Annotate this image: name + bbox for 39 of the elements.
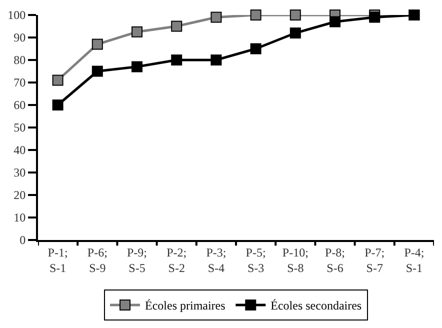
y-tick-label: 20	[14, 188, 26, 202]
point	[250, 43, 262, 54]
x-tick-label: P-2; S-2	[166, 245, 187, 275]
x-tick-label: P-3; S-4	[206, 245, 226, 275]
y-tick-label: 90	[14, 30, 26, 45]
point	[132, 61, 142, 72]
y-tick-label: 60	[14, 98, 26, 112]
point	[52, 74, 64, 86]
x-tick-label: P-1; S-1	[48, 245, 68, 275]
y-tick-label: 30	[14, 166, 26, 180]
point	[132, 26, 142, 38]
y-tick-label: 50	[14, 120, 26, 135]
point	[330, 16, 340, 28]
legend-label: Écoles primaires	[145, 298, 226, 313]
point	[250, 10, 262, 20]
point	[171, 54, 182, 66]
x-tick-label: P-5; S-3	[246, 245, 266, 275]
x-tick-label: P-9; S-5	[126, 245, 148, 275]
y-tick-label: 10	[14, 210, 26, 225]
x-tick-label: P-6; S-9	[87, 245, 108, 275]
legend-label: Écoles secondaires	[270, 298, 362, 313]
point	[92, 66, 103, 77]
point	[92, 38, 103, 50]
point	[290, 10, 301, 20]
x-tick-label: P-8; S-6	[324, 245, 346, 275]
y-tick-label: 80	[14, 53, 26, 68]
y-tick-label: 70	[14, 76, 26, 90]
x-tick-label: P-4; S-1	[404, 245, 424, 275]
point	[210, 54, 222, 66]
y-tick-label: 100	[8, 8, 26, 22]
point	[290, 28, 301, 38]
point	[52, 100, 64, 110]
point	[171, 20, 182, 32]
point	[369, 12, 380, 23]
point	[210, 12, 222, 23]
y-tick-label: 0	[20, 233, 26, 248]
x-tick-label: P-10; S-8	[282, 245, 308, 275]
y-tick-label: 40	[14, 143, 26, 158]
x-tick-label: P-7; S-7	[364, 245, 385, 275]
